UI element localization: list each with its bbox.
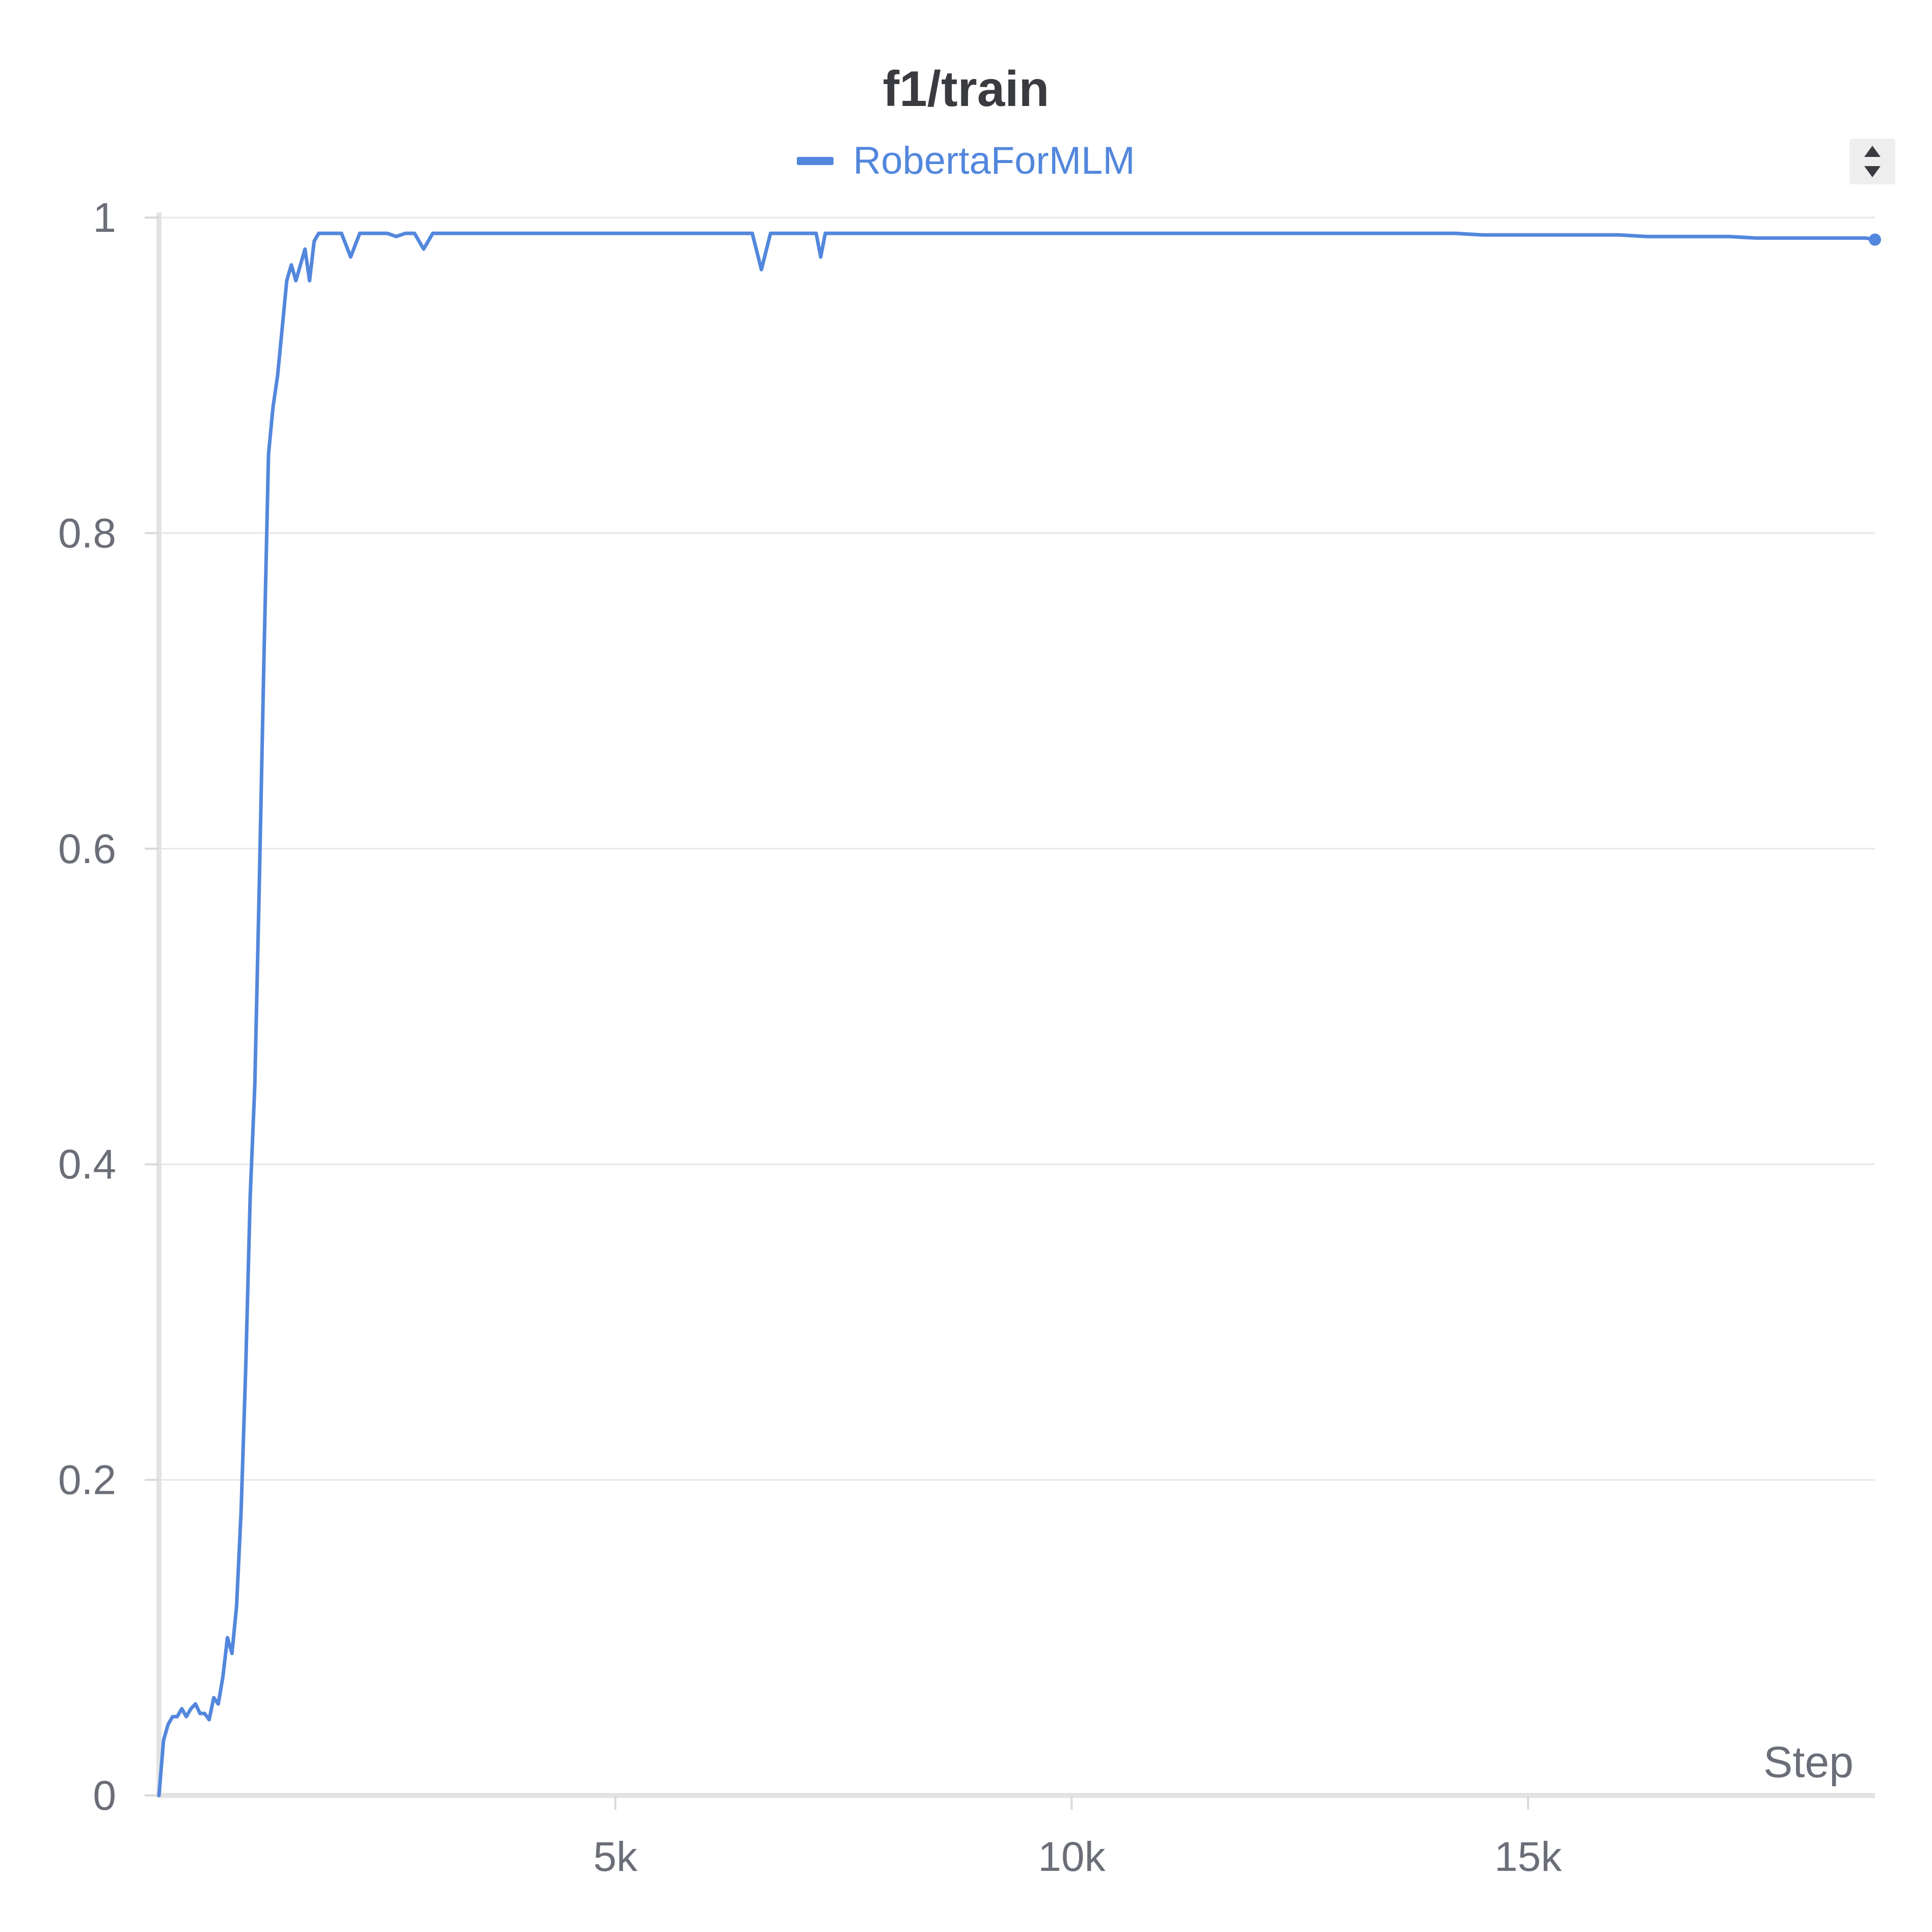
series-line-robertaformlm xyxy=(157,231,1877,1797)
y-tick-label: 0.6 xyxy=(58,826,116,872)
x-tick-label: 5k xyxy=(593,1834,638,1880)
y-axis-ticks: 0 0.2 0.4 0.6 0.8 1 xyxy=(58,195,159,1819)
y-tick-label: 0.8 xyxy=(58,510,116,556)
chart-title: f1/train xyxy=(882,61,1050,117)
grid-lines xyxy=(159,217,1875,1481)
legend-sort-button[interactable] xyxy=(1849,139,1895,184)
legend-label-robertaformlm: RobertaForMLM xyxy=(853,139,1135,182)
series-layer xyxy=(157,231,1881,1797)
x-tick-label: 10k xyxy=(1038,1834,1106,1880)
series-endpoint-robertaformlm xyxy=(1869,233,1881,246)
x-axis-title: Step xyxy=(1763,1738,1854,1787)
legend-swatch-robertaformlm xyxy=(797,156,834,165)
y-tick-label: 0.2 xyxy=(58,1457,116,1504)
sort-icon xyxy=(1864,146,1881,177)
y-tick-label: 1 xyxy=(93,195,116,241)
legend: RobertaForMLM xyxy=(0,139,1932,183)
y-tick-label: 0.4 xyxy=(58,1141,116,1188)
x-tick-label: 15k xyxy=(1494,1834,1562,1880)
axes xyxy=(156,212,1875,1798)
y-tick-label: 0 xyxy=(93,1773,116,1819)
x-axis-ticks: 5k 10k 15k xyxy=(593,1795,1562,1880)
